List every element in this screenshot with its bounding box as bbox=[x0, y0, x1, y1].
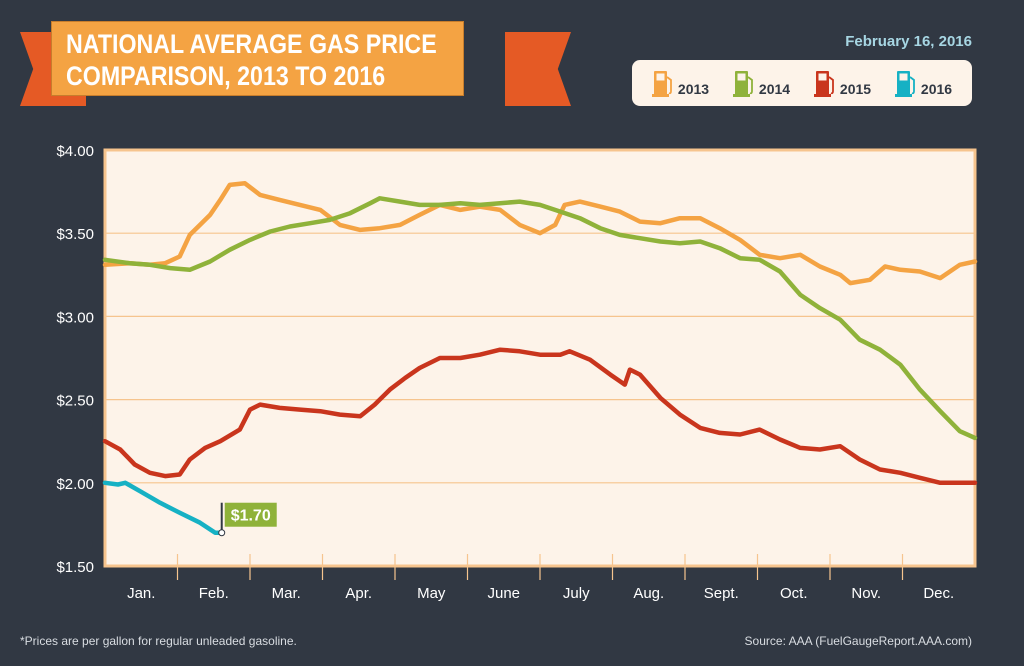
legend-label: 2013 bbox=[677, 81, 710, 97]
x-tick-label: May bbox=[417, 585, 446, 602]
legend-label: 2014 bbox=[758, 81, 791, 97]
x-tick-label: June bbox=[487, 585, 520, 602]
legend-item-2015: 2015 bbox=[813, 69, 872, 97]
x-tick-label: Dec. bbox=[923, 585, 954, 602]
x-tick-label: Feb. bbox=[199, 585, 229, 602]
x-tick-label: Oct. bbox=[780, 585, 808, 602]
y-tick-label: $2.50 bbox=[56, 393, 94, 410]
y-tick-label: $1.50 bbox=[56, 559, 94, 576]
y-tick-label: $2.00 bbox=[56, 476, 94, 493]
gas-pump-icon bbox=[732, 71, 753, 97]
source: Source: AAA (FuelGaugeReport.AAA.com) bbox=[744, 634, 972, 648]
annotation-label: $1.70 bbox=[231, 508, 271, 525]
series-line-2014 bbox=[102, 196, 978, 441]
plot-area bbox=[103, 148, 977, 568]
title-banner bbox=[51, 21, 464, 96]
x-tick-label: Mar. bbox=[272, 585, 301, 602]
gas-pump-icon bbox=[894, 71, 915, 97]
y-tick-label: $3.50 bbox=[56, 226, 94, 243]
title-line-2: COMPARISON, 2013 TO 2016 bbox=[66, 61, 386, 91]
footnote: *Prices are per gallon for regular unlea… bbox=[20, 634, 297, 648]
legend: 2013 2014 2015 2016 bbox=[632, 60, 972, 106]
date-label: February 16, 2016 bbox=[845, 33, 972, 50]
x-tick-label: Aug. bbox=[633, 585, 664, 602]
legend-item-2013: 2013 bbox=[651, 69, 710, 97]
y-tick-label: $4.00 bbox=[56, 143, 94, 160]
title-line-1: NATIONAL AVERAGE GAS PRICE bbox=[66, 29, 437, 59]
x-tick-label: July bbox=[563, 585, 590, 602]
annotation-point bbox=[218, 529, 226, 537]
gas-pump-icon bbox=[651, 71, 672, 97]
series-line-2013 bbox=[102, 181, 978, 286]
gas-pump-icon bbox=[813, 71, 834, 97]
legend-item-2016: 2016 bbox=[894, 69, 953, 97]
legend-item-2014: 2014 bbox=[732, 69, 791, 97]
x-tick-label: Nov. bbox=[851, 585, 881, 602]
series-line-2016 bbox=[102, 480, 224, 535]
series-line-2015 bbox=[102, 347, 978, 486]
y-tick-label: $3.00 bbox=[56, 309, 94, 326]
chart-title: NATIONAL AVERAGE GAS PRICE COMPARISON, 2… bbox=[66, 28, 513, 92]
x-tick-label: Apr. bbox=[345, 585, 372, 602]
legend-label: 2016 bbox=[920, 81, 953, 97]
x-tick-label: Sept. bbox=[704, 585, 739, 602]
annotation-flag bbox=[224, 502, 277, 527]
legend-label: 2015 bbox=[839, 81, 872, 97]
x-tick-label: Jan. bbox=[127, 585, 155, 602]
